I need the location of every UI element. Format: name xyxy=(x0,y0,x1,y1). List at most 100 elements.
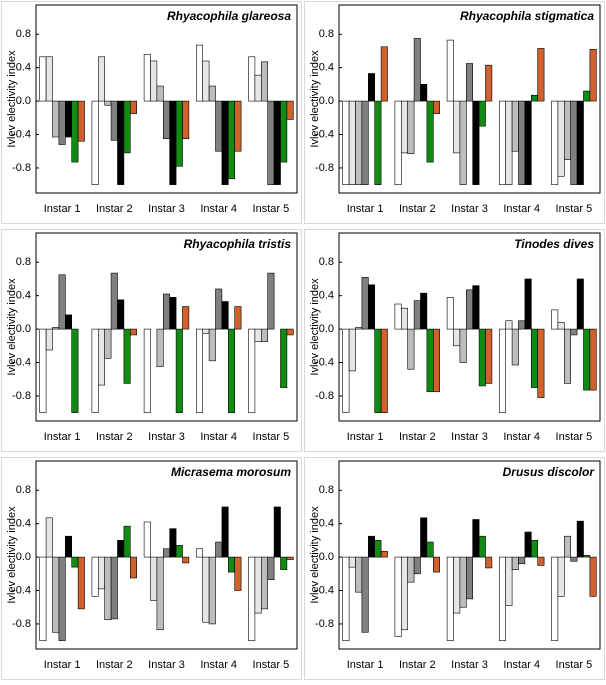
y-tick-label: 0.4 xyxy=(16,62,31,74)
x-tick-label: Instar 3 xyxy=(148,659,185,671)
plot-frame xyxy=(35,4,298,194)
bar xyxy=(273,100,281,185)
bar xyxy=(58,100,66,145)
bar xyxy=(348,328,356,372)
bar xyxy=(98,556,106,590)
bar xyxy=(110,556,118,620)
y-tick-label: -0.4 xyxy=(315,356,334,368)
bar xyxy=(182,100,190,139)
bar xyxy=(280,100,288,163)
bar xyxy=(472,285,480,330)
bar xyxy=(394,100,402,185)
chart-title: Rhyacophila stigmatica xyxy=(460,9,594,23)
panel-frame xyxy=(304,457,605,680)
bar xyxy=(537,328,545,398)
bar xyxy=(530,540,538,558)
x-tick-label: Instar 2 xyxy=(96,659,133,671)
y-tick-label: 0.0 xyxy=(16,323,31,335)
plot-frame xyxy=(338,4,601,194)
bar xyxy=(551,556,559,641)
y-tick-label: 0.0 xyxy=(319,95,334,107)
bar xyxy=(394,556,402,637)
panel-frame xyxy=(304,229,605,452)
bar xyxy=(583,555,591,558)
bar xyxy=(478,328,486,387)
y-tick-label: 0.8 xyxy=(319,484,334,496)
bar xyxy=(511,100,519,152)
bar xyxy=(156,556,164,631)
x-tick-label: Instar 3 xyxy=(451,203,488,215)
bar xyxy=(267,556,275,580)
bar xyxy=(169,100,177,185)
bar xyxy=(485,64,493,102)
bar xyxy=(130,328,138,336)
bar xyxy=(248,328,256,413)
plot-frame xyxy=(338,460,601,650)
bar xyxy=(110,272,118,330)
y-tick-label: -0.8 xyxy=(12,162,31,174)
bar xyxy=(589,328,597,391)
bar xyxy=(551,100,559,185)
x-tick-label: Instar 5 xyxy=(556,659,593,671)
bar xyxy=(234,100,242,152)
bar xyxy=(228,328,236,413)
bar xyxy=(563,328,571,384)
x-tick-label: Instar 1 xyxy=(44,431,81,443)
bar xyxy=(563,100,571,160)
x-tick-label: Instar 1 xyxy=(44,659,81,671)
y-tick-label: 0.4 xyxy=(319,518,334,530)
x-tick-label: Instar 2 xyxy=(96,431,133,443)
bar xyxy=(52,556,60,633)
y-axis-label: Ivlev electivity index xyxy=(309,50,321,148)
bar xyxy=(286,100,294,120)
bar xyxy=(453,556,461,614)
y-tick-label: 0.8 xyxy=(319,28,334,40)
bar xyxy=(563,535,571,558)
x-tick-label: Instar 1 xyxy=(347,203,384,215)
y-tick-label: 0.0 xyxy=(16,551,31,563)
bar xyxy=(355,327,363,330)
bar xyxy=(91,100,99,185)
x-tick-label: Instar 5 xyxy=(253,431,290,443)
x-tick-label: Instar 2 xyxy=(399,431,436,443)
bar xyxy=(511,328,519,366)
x-tick-label: Instar 2 xyxy=(96,203,133,215)
bar xyxy=(202,556,210,623)
y-tick-label: -0.4 xyxy=(12,584,31,596)
bar xyxy=(248,556,256,641)
bar xyxy=(432,328,440,393)
bar xyxy=(254,556,262,614)
bar xyxy=(583,90,591,102)
bar xyxy=(163,548,171,558)
bar xyxy=(221,301,229,330)
bar xyxy=(280,328,288,388)
bar xyxy=(472,100,480,185)
bar xyxy=(39,556,47,641)
bar xyxy=(175,545,183,558)
x-tick-label: Instar 2 xyxy=(399,659,436,671)
bar xyxy=(426,541,434,558)
bar xyxy=(355,100,363,185)
bar xyxy=(583,328,591,391)
plot-frame xyxy=(35,232,298,422)
bar xyxy=(446,556,454,641)
bar xyxy=(234,306,242,330)
bar xyxy=(407,328,415,370)
bar xyxy=(465,63,473,102)
bar xyxy=(518,556,526,565)
bar xyxy=(104,328,112,359)
y-tick-label: 0.8 xyxy=(16,256,31,268)
bar xyxy=(98,328,106,386)
y-tick-label: 0.0 xyxy=(319,323,334,335)
bar xyxy=(169,297,177,330)
bar xyxy=(143,521,151,558)
bar xyxy=(472,519,480,558)
bar xyxy=(39,328,47,413)
bar xyxy=(505,556,513,606)
bar xyxy=(367,535,375,558)
bar xyxy=(518,100,526,185)
bar xyxy=(267,272,275,330)
bar xyxy=(143,328,151,413)
x-tick-label: Instar 5 xyxy=(556,431,593,443)
y-tick-label: -0.4 xyxy=(12,356,31,368)
